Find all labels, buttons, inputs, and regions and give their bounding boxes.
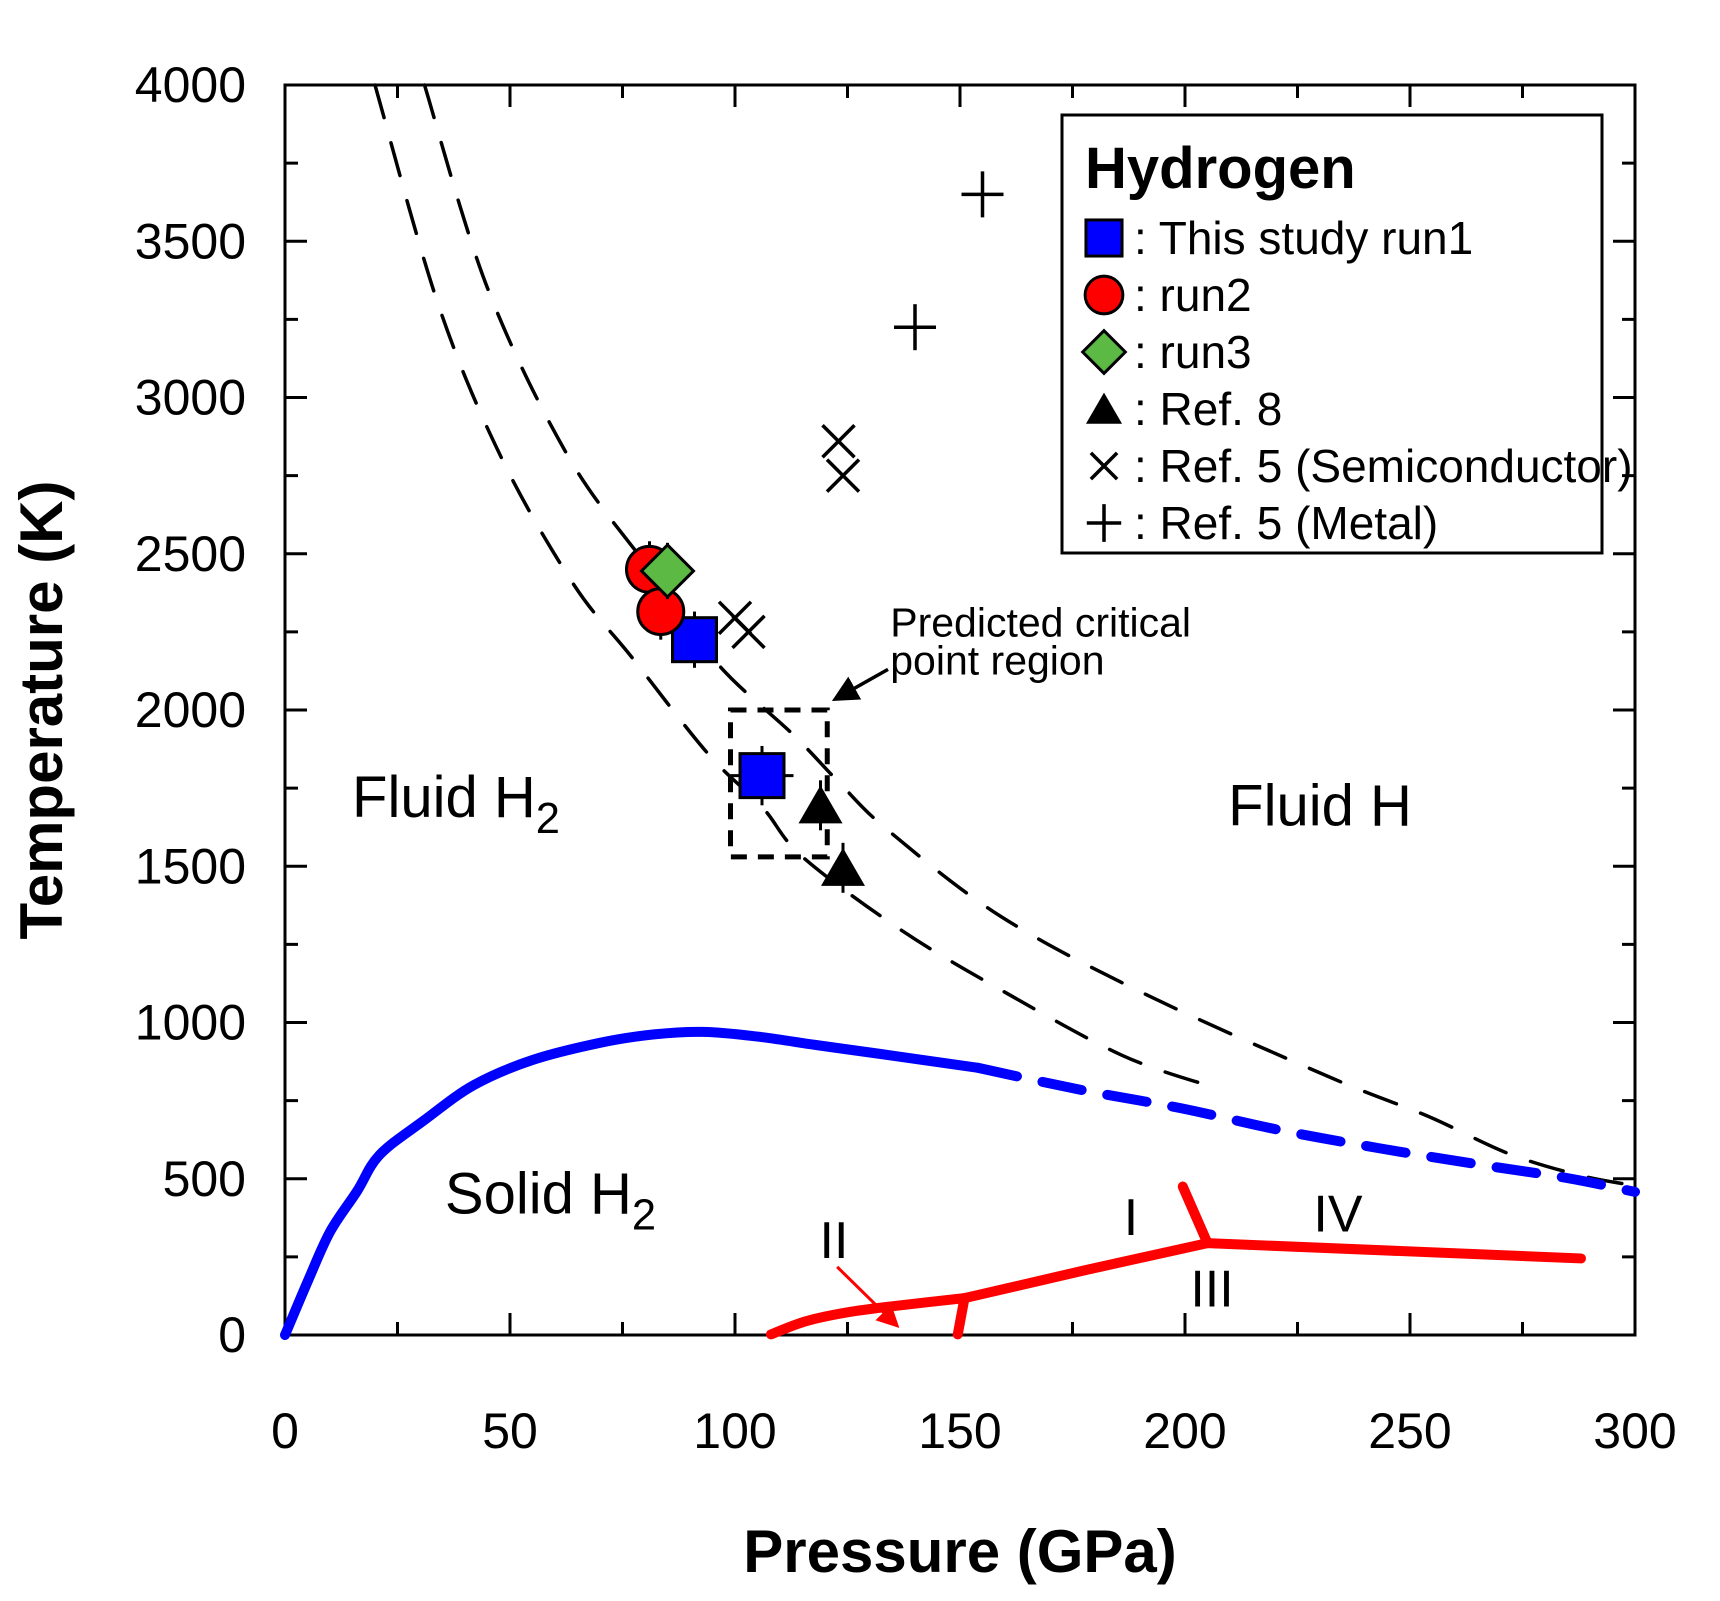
region-label-solid-h2: Solid H2: [445, 1161, 656, 1239]
x-tick-label: 300: [1593, 1403, 1676, 1459]
legend-item-label: : run3: [1134, 326, 1252, 378]
legend-item-label: : This study run1: [1134, 212, 1473, 264]
curve-phase-boundary-II-III: [952, 1293, 970, 1340]
legend-x-marker: [1089, 451, 1119, 481]
curve-phase-boundary-I-IV: [1177, 1181, 1213, 1249]
legend-item-ref-8: : Ref. 8: [1085, 383, 1282, 435]
x-axis-title: Pressure (GPa): [743, 1518, 1177, 1585]
legend-item-label: : Ref. 5 (Metal): [1134, 497, 1438, 549]
point-triangle-marker: [821, 847, 865, 886]
x-tick-label: 100: [693, 1403, 776, 1459]
series-ref-8: [798, 780, 865, 893]
point-triangle-marker: [798, 785, 843, 824]
phase-label-phase-iii: III: [1190, 1260, 1233, 1318]
point-square-marker: [738, 752, 786, 800]
axis-ticks: 0 50 100 150 200 250 3000500100015002000250030…: [135, 57, 1677, 1459]
y-tick-label: 500: [163, 1151, 246, 1207]
y-tick-label: 4000: [135, 57, 246, 113]
curve-phase-boundary-I-III: [959, 1238, 1213, 1304]
region-label-fluid-h: Fluid H: [1228, 773, 1412, 838]
legend-title: Hydrogen: [1085, 136, 1356, 201]
series-ref-5-semiconductor-: [717, 424, 861, 650]
y-tick-label: 2000: [135, 682, 246, 738]
series-this-study-run1: [671, 611, 794, 806]
phase-label-phase-iv: IV: [1313, 1185, 1362, 1243]
data-points: [625, 171, 1004, 893]
point-square-marker: [671, 616, 718, 664]
critical-point-label-line2: point region: [890, 638, 1104, 684]
point-circle-marker: [636, 587, 686, 637]
phase-boundary-curves: [280, 83, 1640, 1340]
y-tick-label: 3500: [135, 213, 246, 269]
x-tick-label: 50: [482, 1403, 538, 1459]
critical-arrow: [831, 667, 889, 701]
legend-square-marker: [1084, 218, 1124, 258]
y-tick-label: 2500: [135, 526, 246, 582]
x-tick-label: 150: [918, 1403, 1001, 1459]
curve-dissociation-right: [422, 83, 1637, 1188]
legend-circle-marker: [1083, 274, 1125, 316]
legend-triangle-marker: [1085, 392, 1123, 424]
legend-box: [1060, 113, 1604, 555]
legend-item-label: : run2: [1134, 269, 1252, 321]
legend: Hydrogen: This study run1: run2: run3: R…: [1060, 113, 1633, 555]
region-label-fluid-h2: Fluid H2: [352, 765, 560, 843]
series-ref-5-metal-: [894, 171, 1004, 351]
phase-label-phase-ii: II: [820, 1212, 849, 1270]
legend-item-label: : Ref. 5 (Semiconductor): [1134, 440, 1633, 492]
critical-point-label-line1: Predicted critical: [890, 600, 1191, 646]
x-tick-label: 250: [1368, 1403, 1451, 1459]
curve-melting-line-solid: [280, 1026, 983, 1340]
legend-item-run3: : run3: [1080, 326, 1252, 378]
curve-phase-boundary-IV: [1202, 1238, 1586, 1264]
x-tick-label: 200: [1143, 1403, 1226, 1459]
point-x-marker: [731, 614, 766, 650]
y-tick-label: 1000: [135, 995, 246, 1051]
legend-item-this-study-run1: : This study run1: [1084, 212, 1473, 264]
point-x-marker: [825, 458, 861, 493]
legend-item-ref-5-metal-: : Ref. 5 (Metal): [1086, 497, 1438, 549]
series-run3: [639, 542, 696, 600]
x-tick-label: 0: [271, 1403, 299, 1459]
curve-melting-line-dashed: [973, 1062, 1640, 1197]
y-axis-title: Temperature (K): [8, 481, 75, 940]
phase-ii-arrow: [836, 1265, 900, 1328]
legend-item-ref-5-semiconductor-: : Ref. 5 (Semiconductor): [1089, 440, 1633, 492]
point-x-marker: [821, 424, 856, 459]
critical-point-region-box: [728, 707, 830, 860]
legend-item-run2: : run2: [1083, 269, 1252, 321]
y-tick-label: 0: [218, 1307, 246, 1363]
curve-dissociation-left: [373, 83, 1219, 1090]
legend-item-label: : Ref. 8: [1134, 383, 1282, 435]
y-tick-label: 3000: [135, 370, 246, 426]
legend-diamond-marker: [1080, 328, 1128, 376]
phase-label-phase-i: I: [1124, 1189, 1138, 1247]
curve-phase-boundary-I-II: [766, 1293, 970, 1340]
y-tick-label: 1500: [135, 838, 246, 894]
point-diamond-marker: [639, 542, 696, 600]
